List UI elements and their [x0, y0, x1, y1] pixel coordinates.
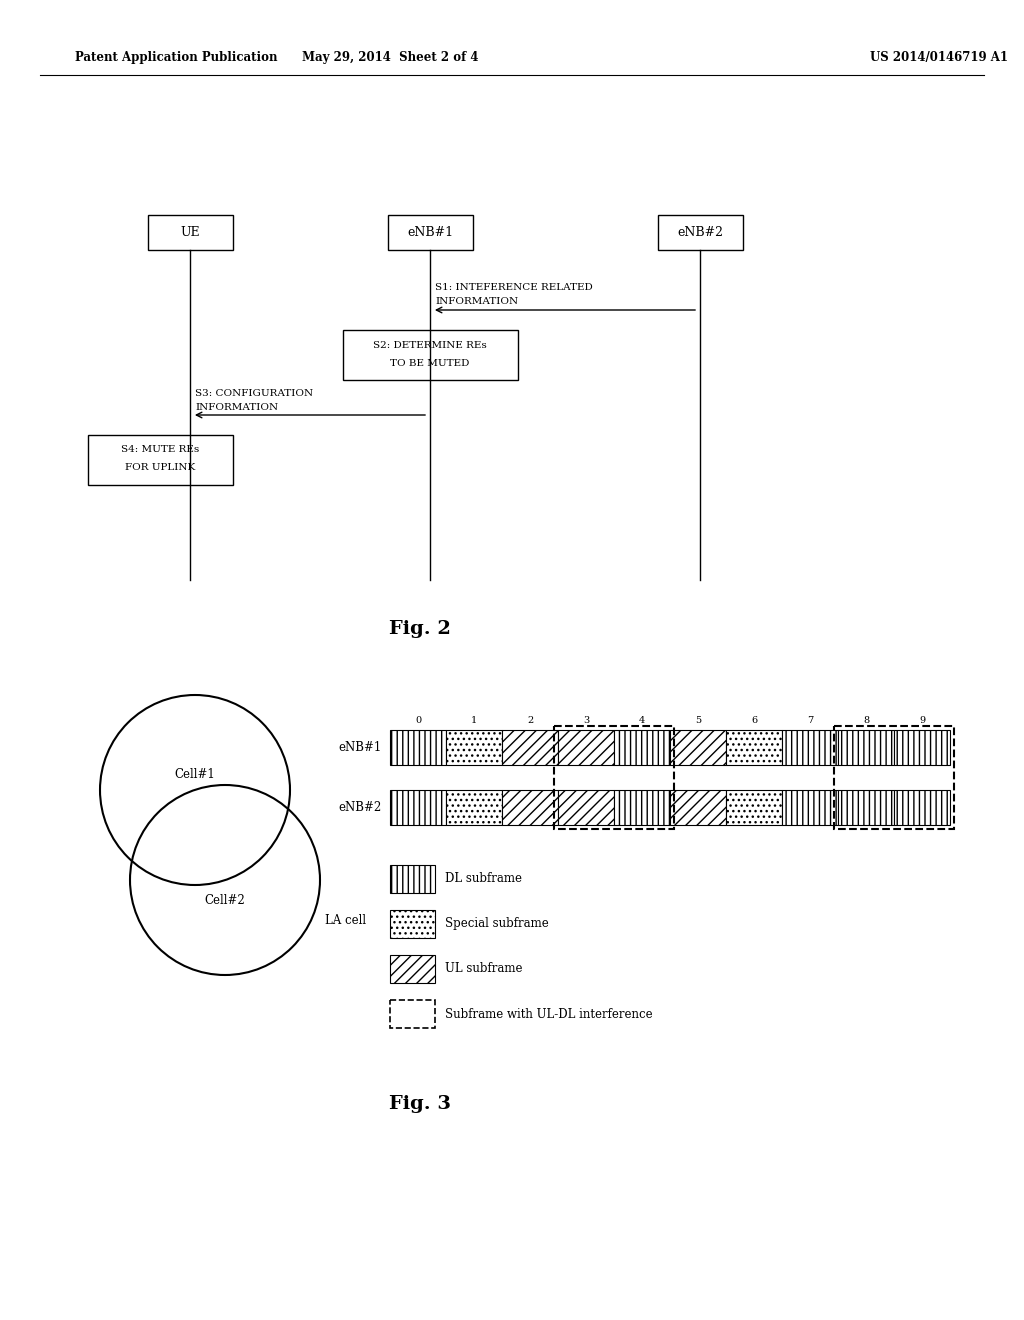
Bar — [838, 789, 894, 825]
Bar — [387, 215, 472, 249]
Bar — [834, 726, 954, 829]
Text: US 2014/0146719 A1: US 2014/0146719 A1 — [870, 51, 1008, 65]
Bar — [782, 730, 838, 766]
Text: 2: 2 — [527, 715, 534, 725]
Text: eNB#2: eNB#2 — [339, 801, 382, 814]
Text: S1: INTEFERENCE RELATED: S1: INTEFERENCE RELATED — [435, 284, 593, 293]
Bar — [726, 730, 782, 766]
Bar — [390, 730, 446, 766]
Bar — [894, 730, 950, 766]
Bar — [670, 730, 726, 766]
Text: DL subframe: DL subframe — [445, 873, 522, 886]
Text: 5: 5 — [695, 715, 701, 725]
Bar — [558, 730, 614, 766]
Text: 7: 7 — [807, 715, 813, 725]
Text: Cell#1: Cell#1 — [175, 768, 215, 781]
Text: INFORMATION: INFORMATION — [435, 297, 518, 306]
Bar — [614, 789, 670, 825]
Bar — [782, 789, 838, 825]
Text: eNB#1: eNB#1 — [407, 226, 453, 239]
Text: Fig. 2: Fig. 2 — [389, 620, 451, 638]
Bar — [390, 865, 435, 894]
Text: 0: 0 — [415, 715, 421, 725]
Bar — [558, 789, 614, 825]
Text: May 29, 2014  Sheet 2 of 4: May 29, 2014 Sheet 2 of 4 — [302, 51, 478, 65]
Text: 9: 9 — [919, 715, 925, 725]
Text: INFORMATION: INFORMATION — [195, 403, 279, 412]
Bar — [390, 1001, 435, 1028]
Text: 4: 4 — [639, 715, 645, 725]
Text: 6: 6 — [751, 715, 757, 725]
Bar — [446, 789, 502, 825]
Bar — [342, 330, 517, 380]
Bar — [502, 730, 558, 766]
Bar — [657, 215, 742, 249]
Bar — [670, 789, 726, 825]
Text: Special subframe: Special subframe — [445, 917, 549, 931]
Bar — [502, 789, 558, 825]
Text: 8: 8 — [863, 715, 869, 725]
Text: LA cell: LA cell — [325, 913, 367, 927]
Text: Fig. 3: Fig. 3 — [389, 1096, 451, 1113]
Bar — [614, 730, 670, 766]
Text: Patent Application Publication: Patent Application Publication — [75, 51, 278, 65]
Text: S4: MUTE REs: S4: MUTE REs — [121, 446, 199, 454]
Text: eNB#2: eNB#2 — [677, 226, 723, 239]
Text: 1: 1 — [471, 715, 477, 725]
Text: S2: DETERMINE REs: S2: DETERMINE REs — [373, 341, 486, 350]
Bar — [390, 954, 435, 983]
Bar — [446, 730, 502, 766]
Bar — [726, 789, 782, 825]
Bar — [554, 726, 674, 829]
Text: 3: 3 — [583, 715, 589, 725]
Text: eNB#1: eNB#1 — [339, 741, 382, 754]
Bar — [894, 789, 950, 825]
Text: Subframe with UL-DL interference: Subframe with UL-DL interference — [445, 1007, 652, 1020]
Text: S3: CONFIGURATION: S3: CONFIGURATION — [195, 388, 313, 397]
Text: TO BE MUTED: TO BE MUTED — [390, 359, 470, 367]
Text: Cell#2: Cell#2 — [205, 894, 246, 907]
Text: FOR UPLINK: FOR UPLINK — [125, 463, 196, 473]
Bar — [390, 909, 435, 939]
Text: UE: UE — [180, 226, 200, 239]
Bar — [87, 436, 232, 484]
Bar — [147, 215, 232, 249]
Text: UL subframe: UL subframe — [445, 962, 522, 975]
Bar — [390, 789, 446, 825]
Bar — [838, 730, 894, 766]
